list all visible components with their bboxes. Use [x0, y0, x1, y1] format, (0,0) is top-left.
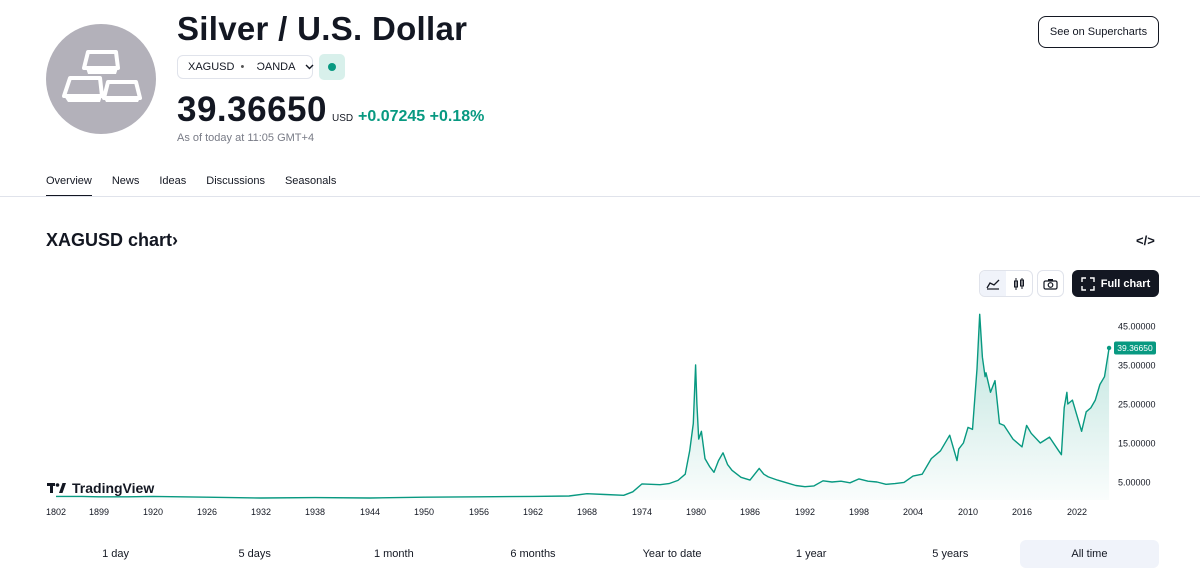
price-change-abs: +0.07245	[358, 108, 425, 125]
chart-title-text: XAGUSD chart	[46, 230, 172, 250]
range-1-day[interactable]: 1 day	[46, 540, 185, 568]
current-price: 39.36650	[177, 90, 327, 130]
tabs-divider	[0, 196, 1200, 197]
full-chart-label: Full chart	[1101, 278, 1151, 290]
tradingview-brand: TradingView	[72, 480, 154, 496]
last-price-dot	[1107, 346, 1111, 350]
tab-seasonals[interactable]: Seasonals	[285, 175, 336, 197]
x-tick-label: 1944	[360, 507, 380, 517]
full-chart-button[interactable]: Full chart	[1072, 270, 1159, 297]
embed-code-icon[interactable]: </>	[1136, 233, 1155, 248]
y-tick-label: 5.00000	[1118, 478, 1151, 488]
price-chart[interactable]: 45.0000035.0000025.0000015.000005.00000 …	[0, 300, 1200, 530]
chevron-down-icon	[305, 62, 314, 73]
snapshot-button[interactable]	[1037, 270, 1064, 297]
range-all-time[interactable]: All time	[1020, 540, 1159, 568]
section-tabs: Overview News Ideas Discussions Seasonal…	[46, 175, 356, 197]
x-tick-label: 2004	[903, 507, 923, 517]
camera-icon	[1043, 278, 1058, 290]
x-tick-label: 1992	[795, 507, 815, 517]
tab-ideas[interactable]: Ideas	[159, 175, 186, 197]
chart-title-link[interactable]: XAGUSD chart›	[46, 230, 178, 251]
x-tick-label: 1938	[305, 507, 325, 517]
x-tick-label: 1980	[686, 507, 706, 517]
see-on-supercharts-button[interactable]: See on Supercharts	[1038, 16, 1159, 48]
chart-style-toggle	[979, 270, 1033, 297]
x-tick-label: 1920	[143, 507, 163, 517]
page-title: Silver / U.S. Dollar	[177, 10, 467, 48]
x-tick-label: 1986	[740, 507, 760, 517]
y-tick-label: 45.00000	[1118, 322, 1156, 332]
market-status-indicator[interactable]	[319, 54, 345, 80]
x-tick-label: 2016	[1012, 507, 1032, 517]
y-tick-label: 15.00000	[1118, 439, 1156, 449]
range-6-months[interactable]: 6 months	[463, 540, 602, 568]
x-tick-label: 1932	[251, 507, 271, 517]
candles-icon	[1013, 277, 1025, 291]
y-tick-label: 25.00000	[1118, 400, 1156, 410]
tradingview-logo-icon	[47, 482, 67, 494]
tradingview-logo[interactable]: TradingView	[47, 480, 154, 496]
tab-news[interactable]: News	[112, 175, 140, 197]
x-tick-label: 1956	[469, 507, 489, 517]
symbol-label: XAGUSD	[188, 61, 234, 73]
x-tick-label: 2022	[1067, 507, 1087, 517]
price-change: +0.07245 +0.18%	[358, 108, 484, 126]
symbol-separator: •	[240, 61, 244, 73]
tab-discussions[interactable]: Discussions	[206, 175, 265, 197]
market-open-dot-icon	[328, 63, 336, 71]
area-chart-button[interactable]	[980, 271, 1006, 296]
symbol-selector[interactable]: XAGUSD • OANDA	[177, 55, 313, 79]
broker-label: OANDA	[256, 61, 295, 73]
chevron-right-icon: ›	[172, 230, 178, 250]
x-tick-label: 1998	[849, 507, 869, 517]
x-tick-label: 1899	[89, 507, 109, 517]
range-1-year[interactable]: 1 year	[742, 540, 881, 568]
x-tick-label: 1962	[523, 507, 543, 517]
range-1-month[interactable]: 1 month	[324, 540, 463, 568]
x-tick-label: 1950	[414, 507, 434, 517]
silver-bars-icon	[46, 24, 156, 134]
candles-chart-button[interactable]	[1006, 271, 1032, 296]
fullscreen-icon	[1081, 277, 1095, 291]
price-area-fill	[56, 314, 1109, 500]
price-timestamp: As of today at 11:05 GMT+4	[177, 132, 314, 144]
range-selector: 1 day 5 days 1 month 6 months Year to da…	[46, 540, 1159, 568]
tab-overview[interactable]: Overview	[46, 175, 92, 197]
symbol-logo	[46, 24, 156, 134]
price-change-pct: +0.18%	[430, 108, 485, 125]
x-tick-label: 2010	[958, 507, 978, 517]
price-currency: USD	[332, 113, 353, 124]
x-tick-label: 1974	[632, 507, 652, 517]
x-tick-label: 1968	[577, 507, 597, 517]
last-price-label: 39.36650	[1117, 343, 1153, 353]
range-year-to-date[interactable]: Year to date	[603, 540, 742, 568]
range-5-years[interactable]: 5 years	[881, 540, 1020, 568]
x-tick-label: 1926	[197, 507, 217, 517]
x-tick-label: 1802	[46, 507, 66, 517]
y-tick-label: 35.00000	[1118, 361, 1156, 371]
range-5-days[interactable]: 5 days	[185, 540, 324, 568]
area-chart-icon	[986, 278, 1000, 290]
